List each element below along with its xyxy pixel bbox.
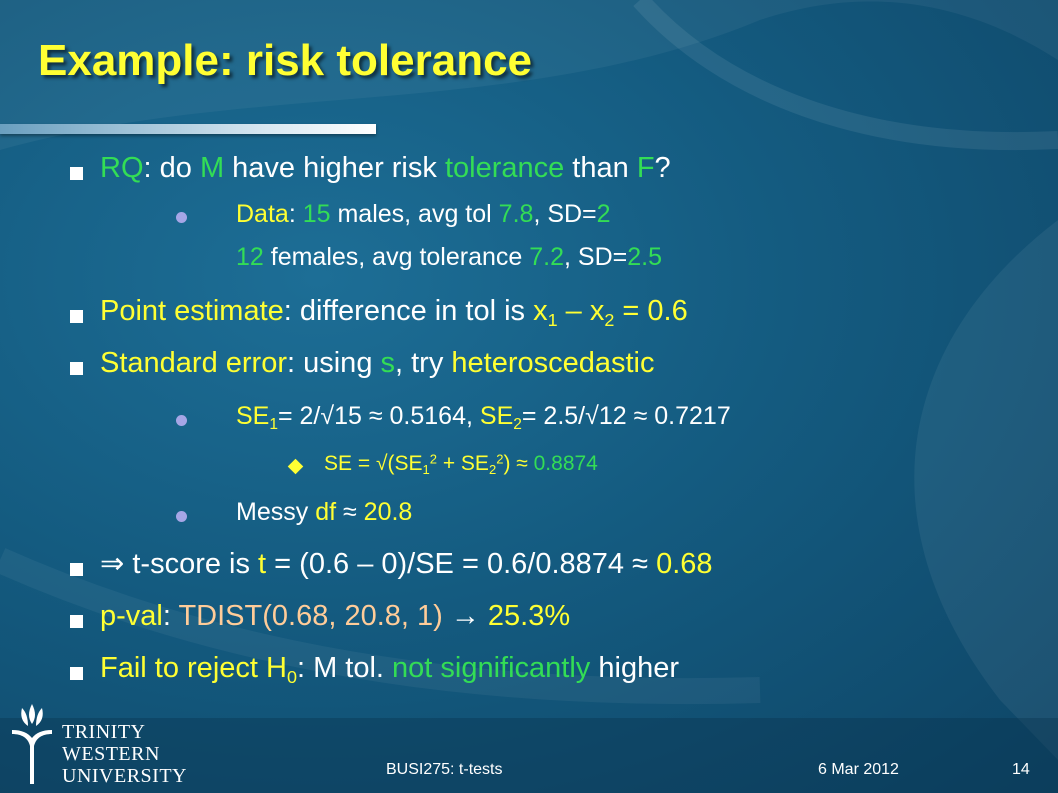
data-line-males: Data: 15 males, avg tol 7.8, SD=2: [236, 200, 611, 228]
logo-line-1: TRINITY: [62, 721, 146, 743]
footer-course: BUSI275: t-tests: [386, 761, 503, 778]
data-line-females: 12 females, avg tolerance 7.2, SD=2.5: [236, 243, 662, 271]
se-values-line: SE1= 2/√15 ≈ 0.5164, SE2= 2.5/√12 ≈ 0.72…: [236, 402, 731, 433]
point-estimate-line: Point estimate: difference in tol is x1 …: [100, 295, 688, 330]
slide-title: Example: risk tolerance: [38, 36, 533, 85]
t-score-line: ⇒ t-score is t = (0.6 – 0)/SE = 0.6/0.88…: [100, 548, 713, 580]
round-bullet-icon: [176, 511, 187, 522]
square-bullet-icon: [70, 310, 83, 323]
footer-date: 6 Mar 2012: [818, 761, 899, 778]
round-bullet-icon: [176, 415, 187, 426]
round-bullet-icon: [176, 212, 187, 223]
research-question-line: RQ: do M have higher risk tolerance than…: [100, 152, 671, 184]
conclusion-line: Fail to reject H0: M tol. not significan…: [100, 652, 679, 687]
logo-line-3: UNIVERSITY: [62, 765, 187, 787]
rq-label: RQ: [100, 152, 144, 184]
university-logo: TRINITY WESTERN UNIVERSITY: [6, 700, 194, 790]
logo-line-2: WESTERN: [62, 743, 160, 765]
square-bullet-icon: [70, 563, 83, 576]
diamond-bullet-icon: [287, 458, 304, 475]
se-total-line: SE = √(SE12 + SE22) ≈ 0.8874: [324, 451, 598, 478]
trinity-western-logo-icon: [12, 704, 52, 784]
title-underline: [0, 124, 376, 134]
square-bullet-icon: [70, 667, 83, 680]
p-value-line: p-val: TDIST(0.68, 20.8, 1) → 25.3%: [100, 600, 571, 632]
df-line: Messy df ≈ 20.8: [236, 498, 413, 526]
square-bullet-icon: [70, 615, 83, 628]
square-bullet-icon: [70, 167, 83, 180]
footer-page-number: 14: [1012, 761, 1030, 778]
standard-error-line: Standard error: using s, try heterosceda…: [100, 347, 655, 379]
square-bullet-icon: [70, 362, 83, 375]
